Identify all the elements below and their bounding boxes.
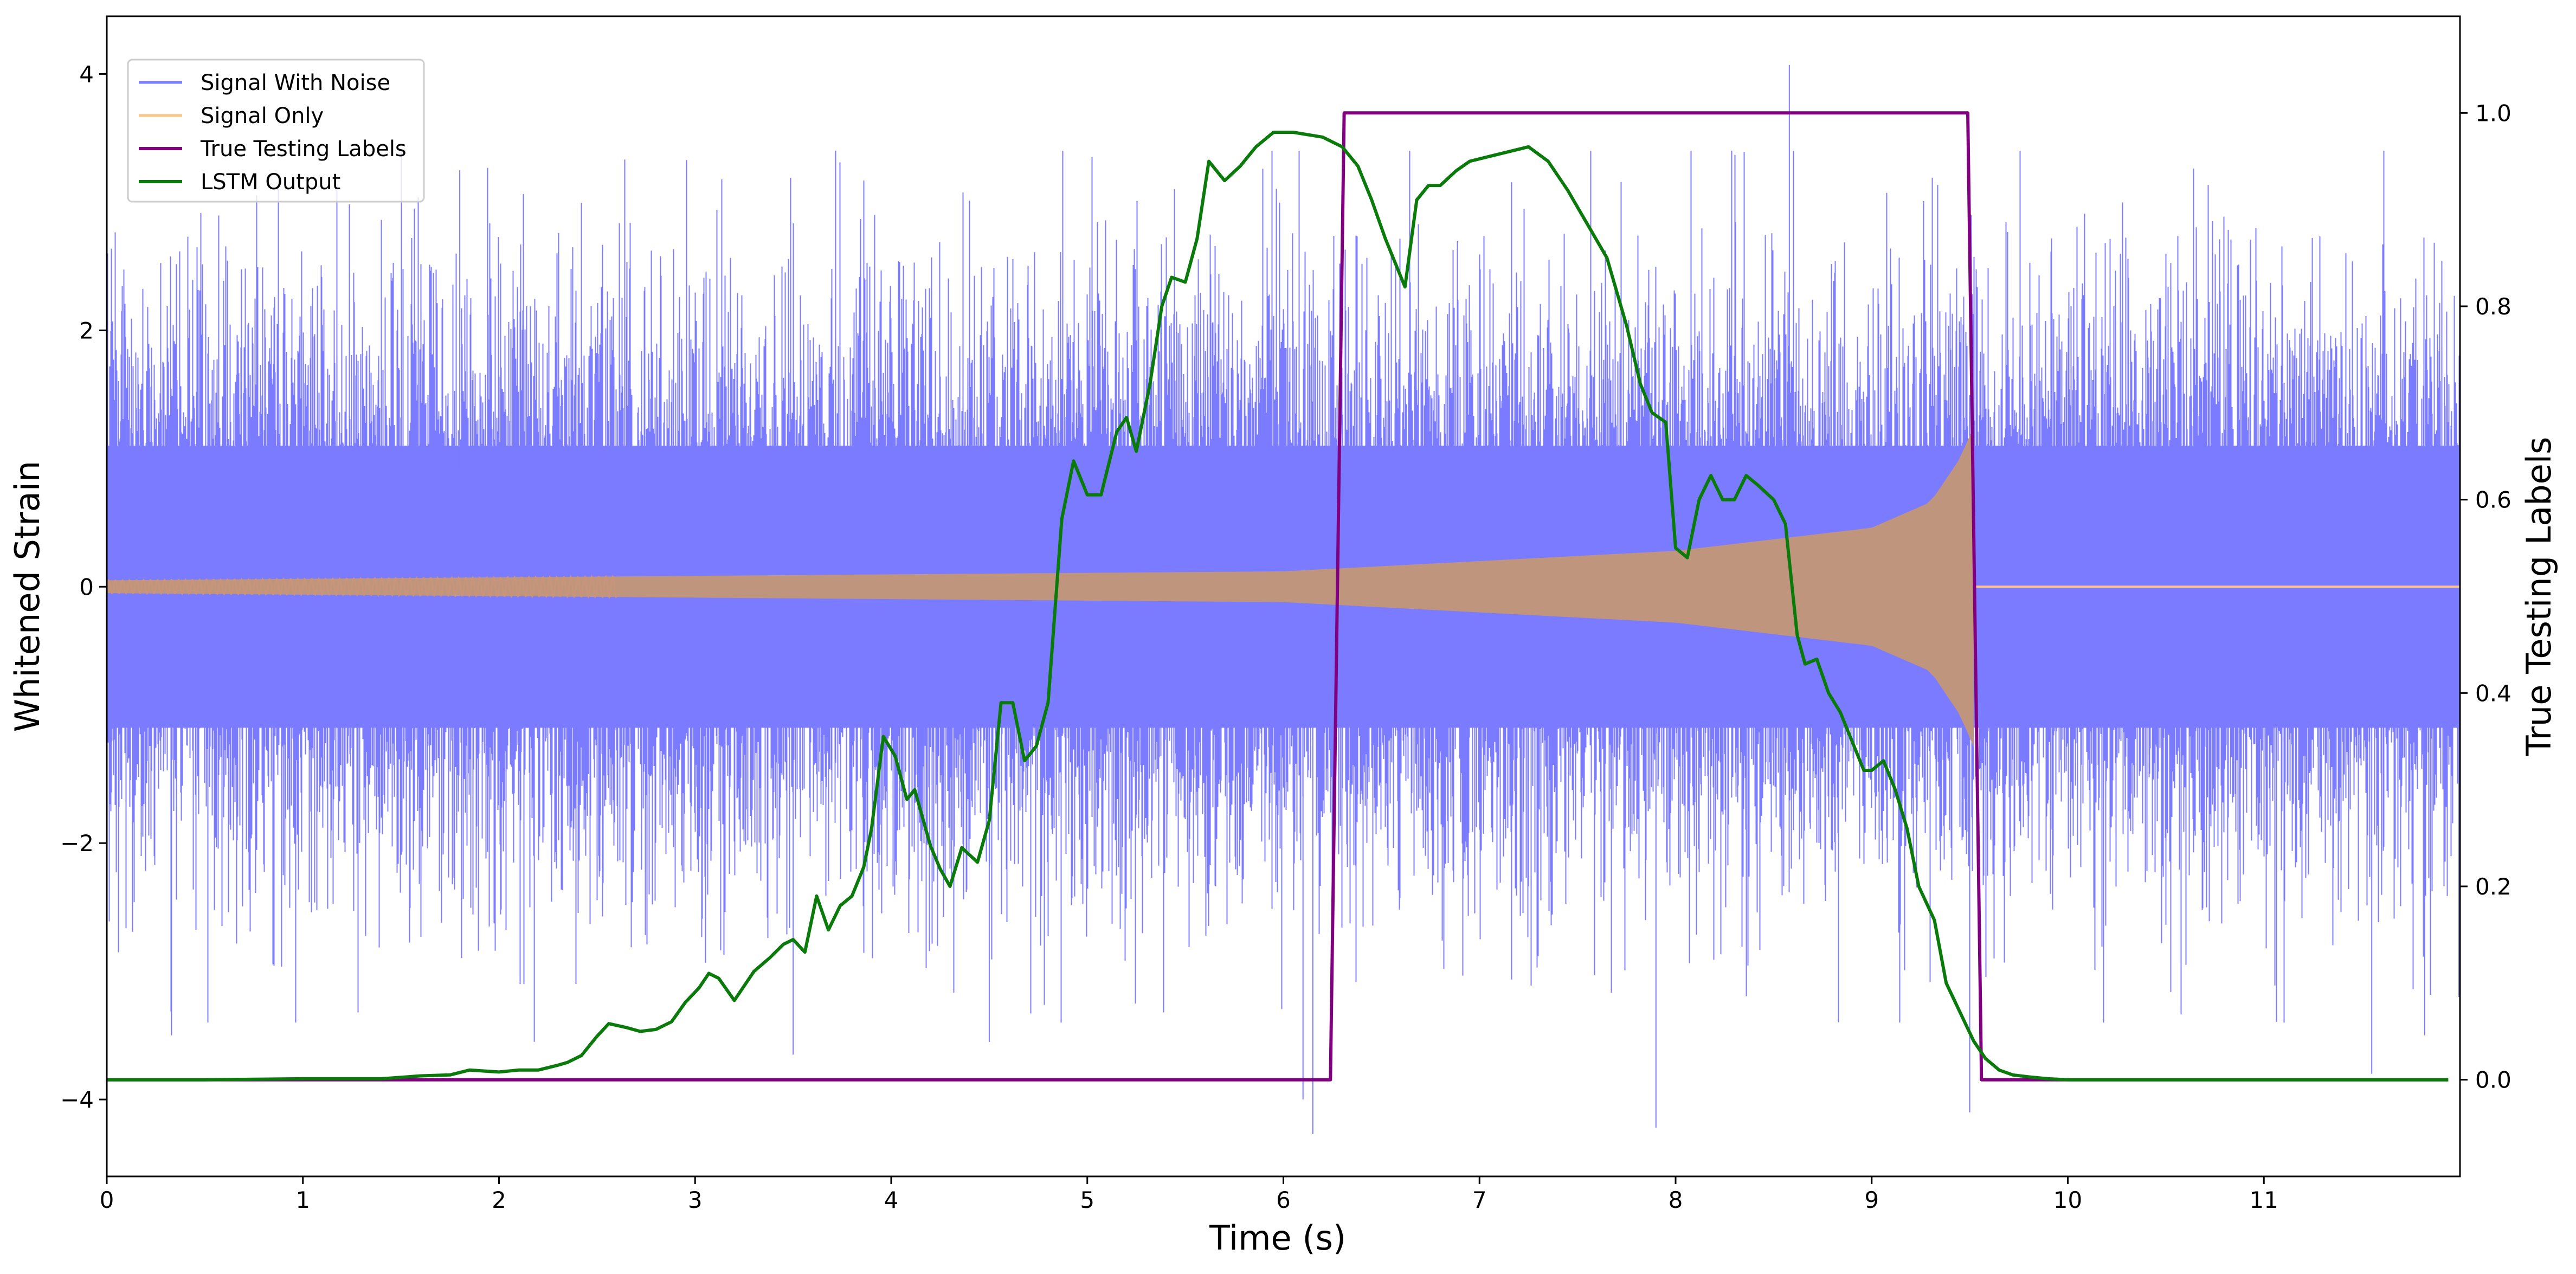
- x-tick-label: 0: [100, 1187, 114, 1213]
- x-tick-label: 3: [688, 1187, 703, 1213]
- x-tick-label: 4: [884, 1187, 899, 1213]
- y2-tick-label: 0.8: [2475, 293, 2511, 320]
- legend-label-noise: Signal With Noise: [201, 70, 390, 95]
- legend-label-lstm: LSTM Output: [201, 170, 340, 195]
- x-tick-label: 8: [1669, 1187, 1683, 1213]
- y2-tick-label: 1.0: [2475, 100, 2511, 126]
- y-tick-label: 0: [79, 574, 94, 600]
- legend-frame: [127, 59, 425, 203]
- y2-tick-label: 0.4: [2475, 680, 2511, 706]
- y2-axis-title: True Testing Labels: [2519, 437, 2559, 757]
- signal-only-envelope: [107, 426, 1974, 747]
- lstm-output-line: [107, 131, 2449, 1082]
- y-tick-label: −4: [60, 1086, 94, 1113]
- x-tick-label: 10: [2053, 1187, 2082, 1213]
- legend-label-signal: Signal Only: [201, 104, 324, 128]
- plot-area: [107, 65, 2460, 1134]
- y2-tick-label: 0.2: [2475, 873, 2511, 900]
- y-tick-label: 2: [79, 317, 94, 344]
- x-tick-label: 6: [1276, 1187, 1291, 1213]
- y-axis-title: Whitened Strain: [8, 461, 47, 732]
- axes-ticks: 0 1 2 3 4 5 6 7 8 9 10 11 −4 −2 0 2 4 0.0 0.2 0.4 0.6 0.8 1.0: [60, 61, 2511, 1213]
- legend: Signal With Noise Signal Only True Testi…: [127, 59, 425, 203]
- y2-tick-label: 0.0: [2475, 1067, 2511, 1093]
- x-tick-label: 2: [492, 1187, 506, 1213]
- y2-tick-label: 0.6: [2475, 487, 2511, 513]
- y-tick-label: 4: [79, 61, 94, 87]
- x-tick-label: 11: [2250, 1187, 2278, 1213]
- x-axis-title: Time (s): [1209, 1218, 1346, 1258]
- signal-only-line: [107, 575, 617, 599]
- x-tick-label: 1: [295, 1187, 310, 1213]
- x-tick-label: 9: [1864, 1187, 1879, 1213]
- y-tick-label: −2: [60, 830, 94, 857]
- legend-label-labels: True Testing Labels: [200, 137, 407, 162]
- x-tick-label: 5: [1080, 1187, 1094, 1213]
- x-tick-label: 7: [1472, 1187, 1487, 1213]
